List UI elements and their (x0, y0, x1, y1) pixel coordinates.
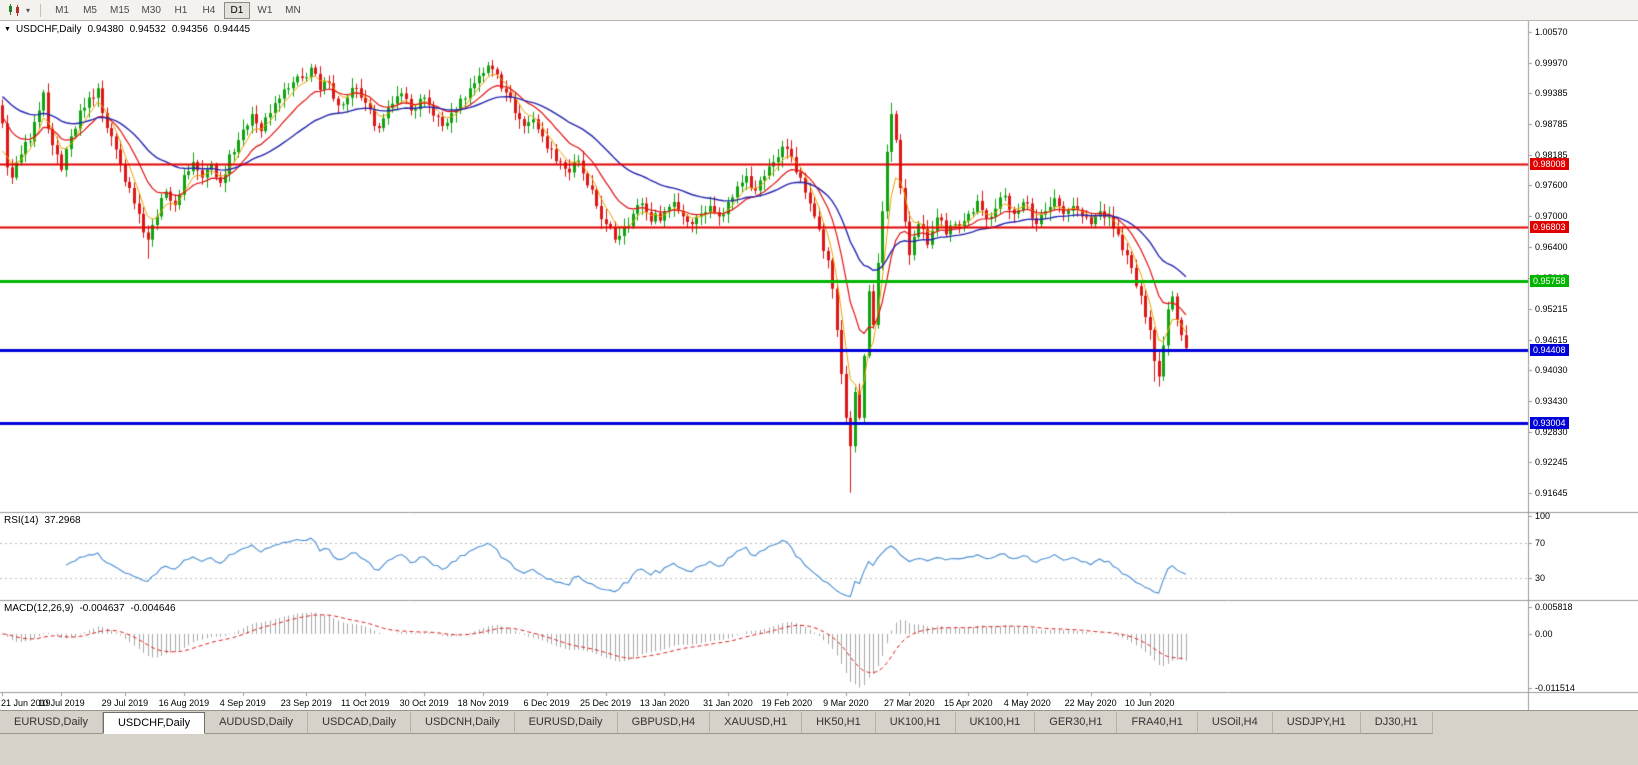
candlestick-chart-type-icon[interactable] (5, 2, 24, 19)
chart-window: 1.00570 0.99970 0.99385 0.98785 0.98185 0.976… (0, 21, 1638, 710)
timeframe-button-m1[interactable]: M1 (49, 2, 75, 19)
symbol-period-label: USDCHF,Daily (15, 24, 82, 35)
toolbar-separator (40, 3, 42, 17)
rsi-indicator-header: RSI(14) 37.2968 (4, 515, 81, 527)
price-chart-canvas[interactable] (0, 21, 1638, 710)
timeframe-button-mn[interactable]: MN (280, 2, 306, 19)
macd-signal-value: -0.004646 (130, 603, 176, 614)
main-chart-header: ▼ USDCHF,Daily 0.94380 0.94532 0.94356 0… (4, 24, 250, 36)
ohlc-close-value: 0.94445 (213, 24, 251, 35)
timeframe-button-d1[interactable]: D1 (223, 1, 250, 19)
chart-tab-hk50-h1[interactable]: HK50,H1 (802, 712, 876, 734)
timeframe-button-m5[interactable]: M5 (77, 2, 103, 19)
chart-tab-xauusd-h1[interactable]: XAUUSD,H1 (710, 712, 803, 734)
chart-tab-gbpusd-h4[interactable]: GBPUSD,H4 (617, 712, 711, 734)
chart-tab-ger30-h1[interactable]: GER30,H1 (1035, 712, 1118, 734)
toolbar: ▾ M1 M5 M15 M30 H1 H4 D1 W1 MN (0, 0, 1638, 21)
macd-indicator-header: MACD(12,26,9) -0.004637 -0.004646 (4, 603, 176, 615)
chart-tab-usoil-h4[interactable]: USOil,H4 (1197, 712, 1273, 734)
macd-main-value: -0.004637 (79, 603, 125, 614)
chart-tab-bar: EURUSD,Daily USDCHF,Daily AUDUSD,Daily USDC… (0, 710, 1638, 765)
timeframe-button-m15[interactable]: M15 (105, 2, 134, 19)
ohlc-open-value: 0.94380 (87, 24, 124, 35)
chart-tab-uk100-h1[interactable]: UK100,H1 (875, 712, 956, 734)
rsi-name-label: RSI(14) (4, 515, 39, 526)
chart-tab-dj30-h1[interactable]: DJ30,H1 (1360, 712, 1433, 734)
chart-tab-usdcad-daily[interactable]: USDCAD,Daily (308, 712, 412, 734)
rsi-value: 37.2968 (44, 515, 81, 526)
chart-tab-usdjpy-h1[interactable]: USDJPY,H1 (1272, 712, 1361, 734)
timeframe-button-w1[interactable]: W1 (252, 2, 278, 19)
macd-name-label: MACD(12,26,9) (4, 603, 74, 614)
chart-tab-fra40-h1[interactable]: FRA40,H1 (1117, 712, 1198, 734)
chart-type-dropdown-caret-icon[interactable]: ▾ (26, 5, 31, 15)
timeframe-button-h1[interactable]: H1 (168, 2, 194, 19)
collapse-chart-icon[interactable]: ▼ (4, 26, 11, 33)
ohlc-low-value: 0.94356 (171, 24, 208, 35)
ohlc-high-value: 0.94532 (129, 24, 166, 35)
chart-tab-usdchf-daily[interactable]: USDCHF,Daily (102, 712, 206, 734)
chart-tab-uk100-h1[interactable]: UK100,H1 (955, 712, 1036, 734)
timeframe-button-h4[interactable]: H4 (196, 2, 222, 19)
chart-tab-eurusd-daily[interactable]: EURUSD,Daily (514, 712, 618, 734)
chart-tab-audusd-daily[interactable]: AUDUSD,Daily (205, 712, 309, 734)
timeframe-button-m30[interactable]: M30 (136, 2, 165, 19)
chart-tab-eurusd-daily[interactable]: EURUSD,Daily (0, 712, 103, 734)
chart-tab-usdcnh-daily[interactable]: USDCNH,Daily (411, 712, 515, 734)
